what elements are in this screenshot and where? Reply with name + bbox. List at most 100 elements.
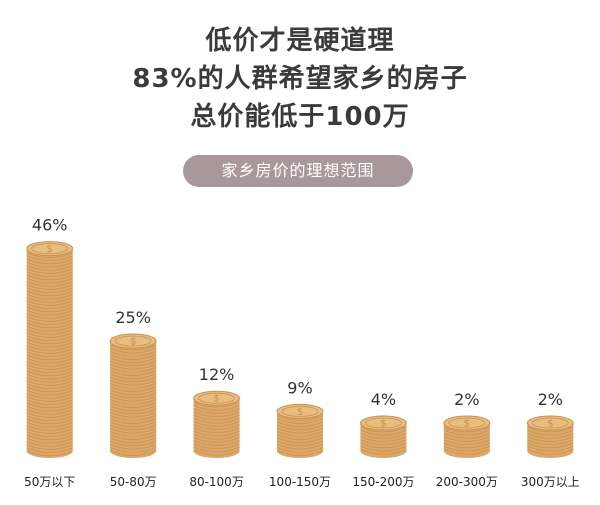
coin-edge-line bbox=[26, 290, 73, 297]
coin-edge-line bbox=[26, 361, 73, 367]
coin-edge-line bbox=[26, 297, 73, 303]
coin-edge-line bbox=[193, 424, 240, 430]
coin-edge-line bbox=[193, 408, 240, 414]
coin-edge-line bbox=[276, 424, 324, 431]
coin-edge-line bbox=[443, 442, 490, 449]
coin-edge-line bbox=[26, 373, 73, 380]
coin-edge-line bbox=[193, 417, 240, 424]
coin-stack-bar: $25% 50-80万 bbox=[109, 308, 157, 489]
coin-edge-line bbox=[360, 442, 407, 449]
coin-edge-line bbox=[110, 360, 157, 367]
coin-edge-line bbox=[26, 396, 73, 402]
coin-edge-line bbox=[110, 363, 157, 370]
coin-edge-line bbox=[193, 440, 240, 446]
coin-edge-line bbox=[110, 421, 157, 428]
coin-edge-line bbox=[26, 322, 73, 329]
category-label: 50万以下 bbox=[24, 475, 75, 489]
coin-edge-line bbox=[26, 437, 73, 444]
category-label: 100-150万 bbox=[269, 475, 331, 489]
bar-value-label: 2% bbox=[454, 390, 479, 409]
coin-edge-line bbox=[26, 389, 73, 396]
coin-edge-line bbox=[110, 351, 157, 357]
coin-dollar-icon: $ bbox=[547, 419, 553, 430]
coin-stack-body bbox=[110, 341, 157, 451]
category-label: 200-300万 bbox=[436, 475, 498, 489]
coin-edge-line bbox=[110, 347, 157, 354]
coin-edge-line bbox=[110, 357, 157, 364]
coin-edge-line bbox=[360, 429, 407, 436]
coin-stack-bar: $46% 50万以下 bbox=[24, 216, 75, 489]
coin-edge-line bbox=[110, 354, 157, 360]
coin-edge-line bbox=[276, 440, 324, 447]
coin-dollar-icon: $ bbox=[464, 419, 470, 430]
coin-edge-line bbox=[26, 281, 73, 287]
title-line-3: 总价能低于100万 bbox=[190, 102, 410, 132]
coin-stack-bar: $12% 80-100万 bbox=[189, 365, 244, 489]
category-label: 50-80万 bbox=[110, 475, 157, 489]
bar-value-label: 2% bbox=[538, 390, 563, 409]
coin-edge-line bbox=[527, 442, 574, 449]
coin-edge-line bbox=[443, 439, 490, 446]
coin-edge-line bbox=[26, 313, 73, 319]
bar-value-label: 4% bbox=[371, 390, 396, 409]
coin-dollar-icon: $ bbox=[47, 244, 53, 255]
coin-top-rim bbox=[198, 392, 235, 404]
coin-stack-bar: $2% 300万以上 bbox=[521, 390, 580, 489]
coin-edge-line bbox=[26, 332, 73, 338]
coin-edge-line bbox=[276, 434, 324, 440]
coin-edge-line bbox=[26, 428, 73, 434]
coin-edge-line bbox=[26, 348, 73, 354]
coin-edge-line bbox=[26, 441, 73, 447]
category-label: 80-100万 bbox=[189, 475, 244, 489]
category-label: 300万以上 bbox=[521, 475, 580, 489]
bar-value-label: 9% bbox=[287, 378, 312, 397]
coin-edge-line bbox=[193, 449, 240, 456]
coin-edge-line bbox=[26, 335, 73, 342]
coin-edge-line bbox=[26, 402, 73, 409]
coin-edge-line bbox=[110, 415, 157, 421]
coin-edge-line bbox=[360, 439, 407, 446]
coin-top-rim bbox=[531, 417, 569, 429]
coin-edge-line bbox=[360, 436, 407, 442]
coin-edge-line bbox=[276, 443, 324, 450]
coin-edge-line bbox=[110, 379, 157, 386]
coin-edge-line bbox=[527, 433, 574, 439]
coin-edge-line bbox=[110, 344, 157, 351]
coin-edge-line bbox=[26, 300, 73, 306]
coin-edge-line bbox=[110, 386, 157, 392]
coin-edge-line bbox=[110, 411, 157, 418]
coin-edge-line bbox=[527, 449, 574, 455]
coin-edge-line bbox=[110, 437, 157, 444]
coin-edge-line bbox=[26, 252, 73, 258]
coin-edge-line bbox=[26, 277, 73, 284]
coin-edge-line bbox=[360, 433, 407, 439]
coin-edge-line bbox=[26, 338, 73, 345]
coin-edge-line bbox=[110, 434, 157, 440]
coin-edge-line bbox=[193, 401, 240, 408]
coin-edge-line bbox=[360, 445, 407, 452]
coin-stack-bar: $4% 150-200万 bbox=[352, 390, 414, 489]
bar-value-label: 25% bbox=[115, 308, 151, 327]
coin-edge-line bbox=[193, 443, 240, 450]
coin-edge-line bbox=[110, 405, 157, 412]
coin-edge-line bbox=[26, 255, 73, 262]
coin-edge-line bbox=[26, 316, 73, 322]
coin-edge-line bbox=[276, 415, 324, 421]
coin-edge-line bbox=[26, 271, 73, 278]
bar-value-label: 46% bbox=[32, 216, 68, 235]
coin-top-rim bbox=[365, 417, 402, 429]
coin-edge-line bbox=[26, 370, 73, 377]
coin-edge-line bbox=[110, 376, 157, 383]
coin-edge-line bbox=[110, 402, 157, 408]
coin-edge-line bbox=[443, 449, 490, 455]
coin-edge-line bbox=[26, 357, 73, 364]
bar-value-label: 12% bbox=[199, 365, 235, 384]
coin-edge-line bbox=[193, 437, 240, 443]
coin-edge-line bbox=[443, 445, 490, 452]
coin-edge-line bbox=[527, 436, 574, 442]
coin-edge-line bbox=[110, 424, 157, 431]
coin-edge-line bbox=[110, 383, 157, 389]
coin-edge-line bbox=[110, 427, 157, 434]
coin-edge-line bbox=[193, 430, 240, 437]
